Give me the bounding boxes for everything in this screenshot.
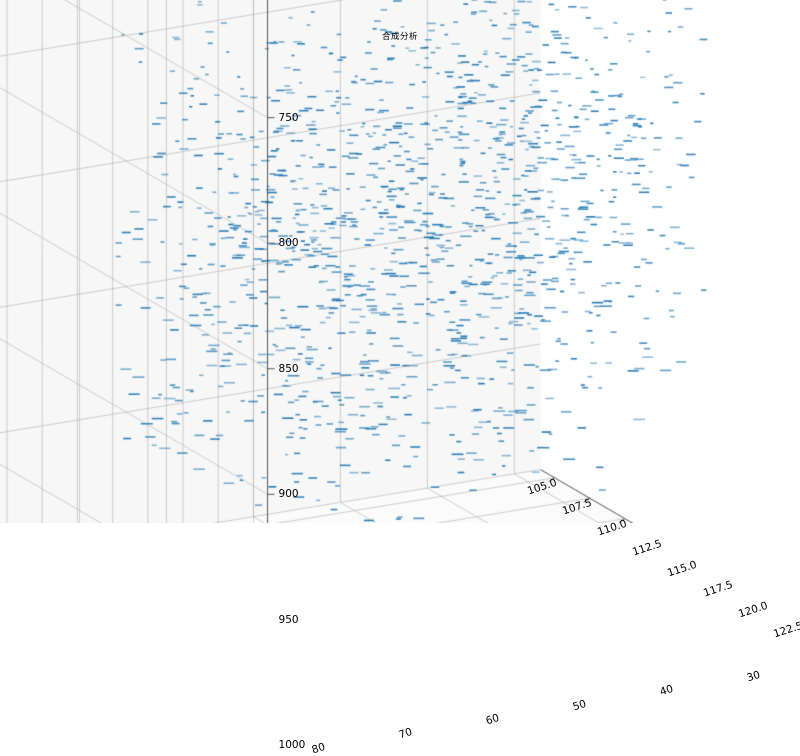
y-tick-label-3: 50 — [571, 697, 589, 714]
y-tick-label-6: 80 — [310, 740, 328, 756]
y-tick-label-1: 30 — [745, 669, 762, 685]
x-tick-label-6: 120.0 — [736, 599, 770, 620]
plot-area-canvas[interactable] — [0, 0, 800, 523]
y-tick-label-2: 40 — [658, 683, 675, 699]
y-tick-label-5: 70 — [397, 726, 415, 742]
z-tick-label-6: 1000 — [278, 739, 306, 752]
z-tick-label-5: 950 — [278, 613, 299, 626]
x-tick-label-4: 115.0 — [666, 558, 699, 579]
y-tick-label-4: 60 — [484, 711, 502, 728]
x-tick-label-7: 122.5 — [771, 619, 800, 641]
x-tick-label-3: 112.5 — [631, 537, 664, 559]
x-tick-label-5: 117.5 — [701, 578, 734, 600]
